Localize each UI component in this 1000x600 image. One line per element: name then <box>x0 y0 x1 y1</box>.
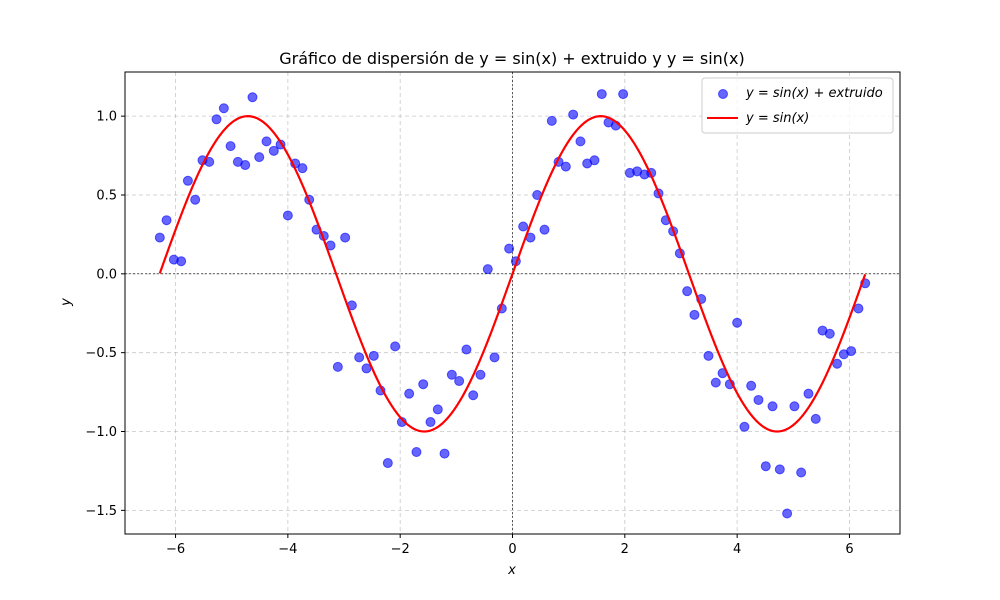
scatter-point <box>176 256 187 267</box>
scatter-point <box>560 161 571 172</box>
scatter-point <box>182 175 193 186</box>
scatter-point <box>425 417 436 428</box>
y-tick-label: 1.0 <box>96 110 117 125</box>
scatter-point <box>268 145 279 156</box>
x-tick-label: 4 <box>733 542 741 557</box>
y-axis-label: y <box>59 298 74 307</box>
scatter-point <box>575 136 586 147</box>
scatter-point <box>710 377 721 388</box>
scatter-point <box>760 461 771 472</box>
scatter-series <box>154 89 871 519</box>
scatter-point <box>225 141 236 152</box>
scatter-point <box>247 92 258 103</box>
scatter-point <box>161 215 172 226</box>
x-tick-label: 2 <box>621 542 629 557</box>
scatter-point <box>789 401 800 412</box>
scatter-point <box>382 458 393 469</box>
scatter-point <box>732 317 743 328</box>
scatter-point <box>753 394 764 405</box>
scatter-point <box>368 350 379 361</box>
scatter-point <box>297 163 308 174</box>
scatter-point <box>432 404 443 415</box>
x-tick-label: −4 <box>278 542 297 557</box>
scatter-point <box>803 388 814 399</box>
scatter-point <box>832 358 843 369</box>
scatter-point <box>518 221 529 232</box>
scatter-point <box>282 210 293 221</box>
scatter-point <box>404 388 415 399</box>
x-tick-label: −6 <box>166 542 185 557</box>
scatter-point <box>211 114 222 125</box>
scatter-point <box>418 379 429 390</box>
scatter-point <box>454 376 465 387</box>
y-tick-label: 0.0 <box>96 267 117 282</box>
scatter-point <box>240 160 251 171</box>
scatter-point <box>439 448 450 459</box>
scatter-point <box>796 467 807 478</box>
scatter-point <box>468 390 479 401</box>
scatter-point <box>546 115 557 126</box>
y-tick-label: 0.5 <box>96 188 117 203</box>
scatter-point <box>618 89 629 100</box>
scatter-point <box>446 369 457 380</box>
scatter-point <box>739 421 750 432</box>
scatter-point <box>489 352 500 363</box>
scatter-point <box>824 328 835 339</box>
scatter-point <box>589 155 600 166</box>
y-tick-label: −1.5 <box>85 504 117 519</box>
scatter-point <box>767 401 778 412</box>
y-tick-label: −1.0 <box>85 425 117 440</box>
sine-curve <box>158 115 867 433</box>
x-tick-label: 6 <box>845 542 853 557</box>
scatter-point <box>411 447 422 458</box>
x-tick-label: 0 <box>508 542 516 557</box>
scatter-point <box>774 464 785 475</box>
scatter-point <box>261 136 272 147</box>
scatter-point <box>361 363 372 374</box>
scatter-point <box>689 309 700 320</box>
scatter-point <box>682 286 693 297</box>
chart-title: Gráfico de dispersión de y = sin(x) + ex… <box>279 49 745 68</box>
legend-label-line: y = sin(x) <box>745 111 809 126</box>
scatter-point <box>332 361 343 372</box>
scatter-point <box>782 508 793 519</box>
scatter-point <box>475 369 486 380</box>
legend: y = sin(x) + extruido y = sin(x) <box>701 77 894 134</box>
scatter-point <box>354 352 365 363</box>
scatter-point <box>190 194 201 205</box>
legend-marker-scatter <box>718 89 728 99</box>
scatter-point <box>504 243 515 254</box>
axis-ticks: −6 −4 −2 0 2 4 6 −1.5 −1.0 −0.5 0.0 0.5 1.0 <box>85 110 853 557</box>
scatter-point <box>539 224 550 235</box>
scatter-point <box>340 232 351 243</box>
scatter-point <box>568 109 579 120</box>
scatter-point <box>853 303 864 314</box>
scatter-point <box>846 346 857 357</box>
legend-box <box>701 77 894 134</box>
scatter-point <box>390 341 401 352</box>
scatter-point <box>703 350 714 361</box>
scatter-point <box>596 89 607 100</box>
zero-axis-lines <box>125 72 900 534</box>
scatter-point <box>810 413 821 424</box>
scatter-point <box>254 152 265 163</box>
scatter-point <box>746 380 757 391</box>
scatter-point <box>482 264 493 275</box>
scatter-point <box>154 232 165 243</box>
x-tick-label: −2 <box>391 542 410 557</box>
scatter-point <box>461 344 472 355</box>
y-tick-label: −0.5 <box>85 346 117 361</box>
scatter-point <box>218 103 229 114</box>
line-series <box>158 115 867 433</box>
legend-label-scatter: y = sin(x) + extruido <box>745 86 883 101</box>
x-axis-label: x <box>507 563 516 578</box>
